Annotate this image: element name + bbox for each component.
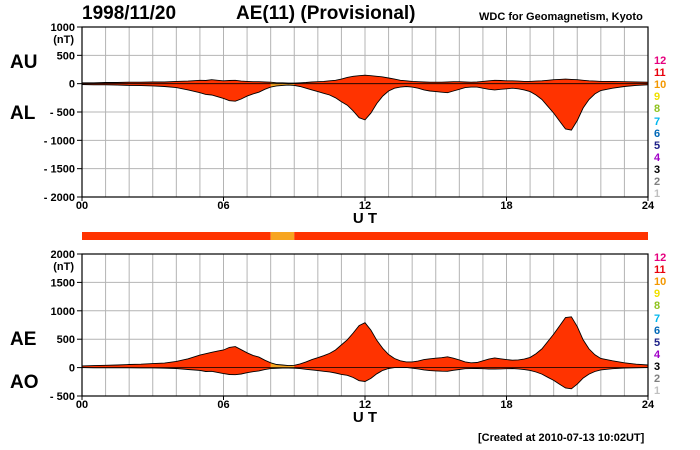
chart1-xtick-label: 24 (642, 399, 655, 411)
legend-level-11: 11 (654, 264, 666, 277)
au-label: AU (10, 52, 38, 73)
legend-level-7: 7 (654, 115, 661, 128)
chart1-ytick-label: 500 (57, 334, 75, 346)
legend-level-11: 11 (654, 67, 666, 80)
chart0-xtick-label: 00 (76, 200, 88, 212)
legend-level-9: 9 (654, 288, 661, 301)
created-label: [Created at 2010-07-13 10:02UT] (478, 432, 645, 444)
chart1-ytick-label: 0 (69, 363, 75, 375)
legend-level-5: 5 (654, 139, 661, 152)
chart0-xtick-label: 06 (217, 200, 229, 212)
legend-level-10: 10 (654, 79, 667, 92)
legend-level-8: 8 (654, 300, 661, 313)
legend-level-9: 9 (654, 91, 661, 104)
legend-level-6: 6 (654, 127, 661, 140)
chart1-area (82, 316, 648, 389)
chart1-xtick-label: 06 (217, 399, 229, 411)
legend-level-1: 1 (654, 188, 661, 201)
date-label: 1998/11/20 (82, 3, 177, 24)
chart0-ylabel: (nT) (53, 34, 74, 46)
legend-level-7: 7 (654, 312, 661, 325)
chart0-xlabel: U T (353, 210, 377, 227)
chart0-area (82, 75, 648, 131)
chart1-lower-line (81, 366, 649, 390)
plot-title: AE(11) (Provisional) (236, 3, 416, 24)
chart0-ytick-label: 0 (69, 79, 75, 91)
chart1-highlight-area (270, 316, 295, 389)
chart0-ytick-label: - 1500 (44, 164, 75, 176)
al-label: AL (10, 103, 36, 124)
ao-label: AO (10, 372, 39, 393)
chart1-xtick-label: 18 (500, 399, 512, 411)
chart0-xtick-label: 24 (642, 200, 655, 212)
status-segment (270, 232, 295, 240)
chart1-ytick-label: - 500 (50, 391, 75, 403)
legend-level-3: 3 (654, 163, 661, 176)
au-al-chart: 1000 500 0 - 500 - 1000 - 1500 - 2000 (nT) 00 06 1… (44, 22, 655, 227)
legend-level-2: 2 (654, 373, 661, 385)
legend-level-1: 1 (654, 385, 661, 398)
legend-level-3: 3 (654, 360, 661, 373)
chart1-ylabel: (nT) (53, 261, 74, 273)
legend-level-4: 4 (654, 151, 661, 164)
chart0-lower-line (81, 84, 649, 131)
chart1-xtick-label: 00 (76, 399, 88, 411)
chart1-ytick-label: 1000 (51, 306, 75, 318)
chart1-ytick-label: 1500 (51, 277, 75, 289)
legend-level-5: 5 (654, 336, 661, 349)
legend-level-10: 10 (654, 276, 667, 289)
chart0-ytick-label: 1000 (51, 22, 75, 34)
chart0-ytick-label: - 1000 (44, 135, 75, 147)
status-segment (294, 232, 648, 240)
chart1-xlabel: U T (353, 409, 377, 426)
chart0-upper-line (82, 74, 649, 84)
chart0-ytick-label: - 2000 (44, 192, 75, 204)
chart1-xtick-label: 12 (359, 399, 371, 411)
legend-level-6: 6 (654, 324, 661, 337)
legend-level-12: 12 (654, 55, 667, 67)
status-segment (82, 232, 271, 240)
legend-level-8: 8 (654, 103, 661, 116)
ae-label: AE (10, 329, 37, 350)
status-bar (82, 232, 648, 240)
chart1-ytick-label: 2000 (51, 249, 75, 261)
chart0-xtick-label: 18 (500, 200, 512, 212)
chart1-upper-line (81, 316, 649, 367)
chart0-ytick-label: 500 (57, 50, 75, 62)
legend-level-12: 12 (654, 252, 667, 264)
legend-level-4: 4 (654, 348, 661, 361)
chart0-xtick-label: 12 (359, 200, 371, 212)
legend-level-2: 2 (654, 176, 661, 188)
chart0-ytick-label: - 500 (50, 107, 75, 119)
credit-label: WDC for Geomagnetism, Kyoto (479, 11, 643, 23)
